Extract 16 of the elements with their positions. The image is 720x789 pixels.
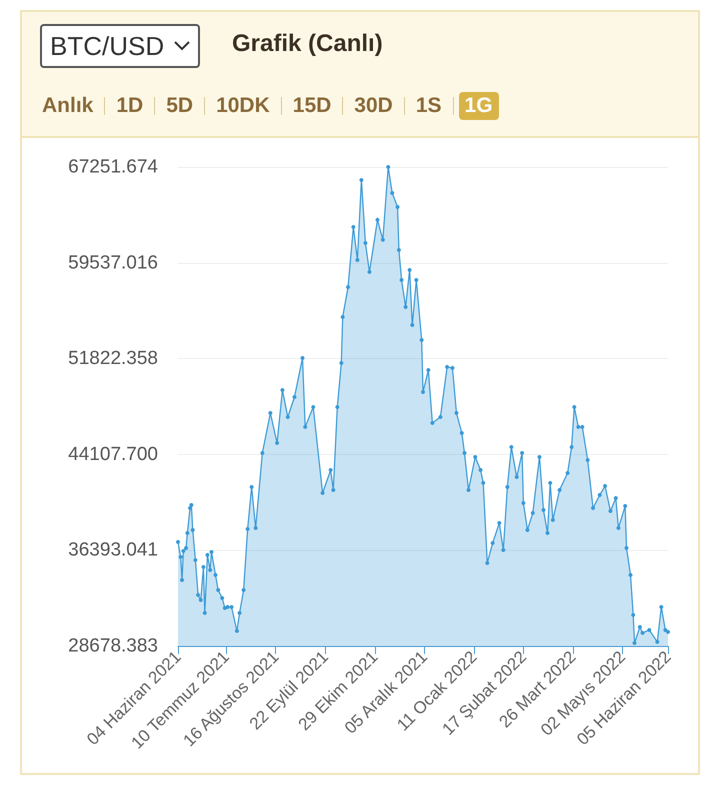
text: Anlık	[41, 93, 94, 119]
text: 1G	[458, 92, 499, 120]
text: 15D	[292, 93, 332, 119]
y-tick-label: 59537.016	[68, 252, 158, 274]
chart-title: Grafik (Canlı)	[232, 30, 383, 58]
text: 10DK	[215, 93, 271, 119]
text: 30D	[353, 93, 394, 119]
text: 1S	[414, 93, 443, 119]
text: BTC/USD	[50, 30, 164, 62]
y-tick-label: 67251.674	[68, 156, 158, 178]
y-tick-label: 51822.358	[68, 348, 158, 370]
text: 1D	[115, 93, 144, 119]
y-tick-label: 28678.383	[68, 636, 158, 656]
y-tick-label: 36393.041	[68, 540, 158, 561]
y-tick-label: 44107.700	[68, 444, 158, 465]
text: 5D	[165, 93, 194, 119]
